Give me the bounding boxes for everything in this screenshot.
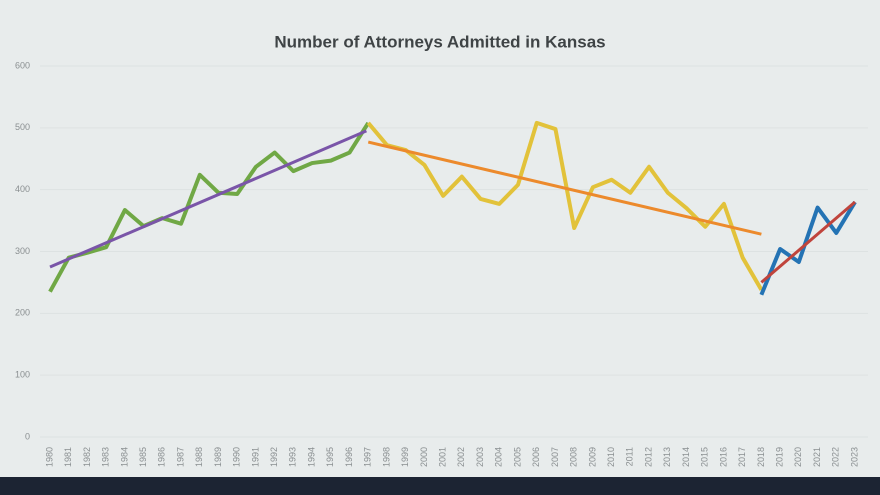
- y-tick-label: 100: [15, 370, 30, 380]
- x-tick-label: 1981: [63, 447, 73, 467]
- x-tick-label: 1994: [306, 447, 316, 467]
- x-tick-label: 1997: [363, 447, 373, 467]
- x-tick-label: 1987: [175, 447, 185, 467]
- x-tick-label: 2014: [681, 447, 691, 467]
- x-tick-label: 2020: [793, 447, 803, 467]
- x-tick-label: 1992: [269, 447, 279, 467]
- x-tick-label: 2017: [737, 447, 747, 467]
- trend-line: [367, 140, 762, 236]
- x-tick-label: 1985: [138, 447, 148, 467]
- x-tick-label: 1993: [288, 447, 298, 467]
- x-tick-label: 2006: [531, 447, 541, 467]
- y-tick-label: 200: [15, 308, 30, 318]
- x-tick-label: 1991: [250, 447, 260, 467]
- x-tick-label: 2022: [831, 447, 841, 467]
- x-tick-label: 2013: [662, 447, 672, 467]
- y-tick-label: 0: [25, 431, 30, 441]
- x-tick-label: 1980: [44, 447, 54, 467]
- x-tick-label: 2001: [438, 447, 448, 467]
- y-tick-label: 400: [15, 184, 30, 194]
- x-tick-label: 1995: [325, 447, 335, 467]
- x-tick-label: 2016: [718, 447, 728, 467]
- trend-line: [760, 200, 856, 284]
- x-tick-label: 1998: [381, 447, 391, 467]
- x-tick-label: 1988: [194, 447, 204, 467]
- trend-line: [49, 129, 367, 269]
- x-tick-label: 1984: [119, 447, 129, 467]
- x-tick-label: 1982: [82, 447, 92, 467]
- x-tick-label: 1986: [157, 447, 167, 467]
- x-tick-label: 2004: [494, 447, 504, 467]
- x-tick-label: 2010: [606, 447, 616, 467]
- x-tick-label: 1996: [344, 447, 354, 467]
- y-tick-label: 500: [15, 122, 30, 132]
- x-tick-label: 2021: [812, 447, 822, 467]
- x-tick-label: 2009: [587, 447, 597, 467]
- chart-title: Number of Attorneys Admitted in Kansas: [274, 32, 605, 51]
- bottom-band: [0, 477, 880, 495]
- x-tick-label: 2012: [643, 447, 653, 467]
- y-tick-label: 600: [15, 60, 30, 70]
- x-tick-label: 2011: [625, 447, 635, 466]
- x-tick-label: 2002: [456, 447, 466, 467]
- x-tick-label: 2019: [774, 447, 784, 467]
- x-tick-label: 2005: [512, 447, 522, 467]
- x-tick-label: 1989: [213, 447, 223, 467]
- x-tick-label: 1990: [232, 447, 242, 467]
- x-tick-label: 2007: [550, 447, 560, 467]
- x-tick-label: 1983: [101, 447, 111, 467]
- x-tick-label: 2008: [569, 447, 579, 467]
- data-line: [759, 200, 857, 296]
- x-tick-label: 2015: [700, 447, 710, 467]
- y-tick-label: 300: [15, 246, 30, 256]
- x-tick-label: 2018: [756, 447, 766, 467]
- x-tick-label: 2023: [849, 447, 859, 467]
- x-tick-label: 2000: [419, 447, 429, 467]
- x-tick-label: 2003: [475, 447, 485, 467]
- data-line: [48, 121, 370, 293]
- x-tick-label: 1999: [400, 447, 410, 467]
